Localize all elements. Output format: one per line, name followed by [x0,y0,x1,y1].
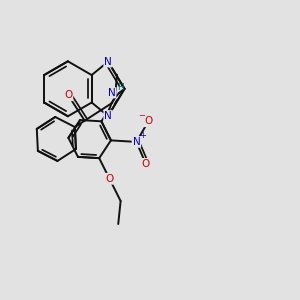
Text: O: O [64,90,72,100]
Text: O: O [144,116,152,126]
Text: N: N [133,137,140,147]
Text: N: N [108,88,116,98]
Text: N: N [104,57,112,67]
Text: N: N [104,111,112,121]
Text: −: − [138,111,145,120]
Text: O: O [105,174,114,184]
Text: +: + [140,131,146,140]
Text: H: H [118,83,124,92]
Text: O: O [142,159,150,169]
